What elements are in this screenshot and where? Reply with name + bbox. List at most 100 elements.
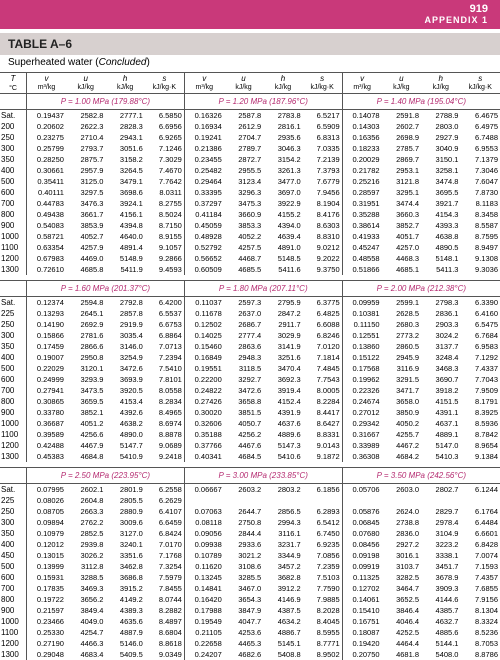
temp-label: 1100 bbox=[0, 242, 27, 253]
temp-label: 900 bbox=[0, 407, 27, 418]
data-cell: 0.51866 bbox=[342, 264, 381, 275]
data-cell: 3285.5 bbox=[224, 572, 263, 583]
data-cell: 4635.6 bbox=[105, 616, 144, 627]
data-cell: 2802.7 bbox=[421, 484, 460, 496]
col-sym: u bbox=[66, 73, 105, 85]
data-cell: 3016.1 bbox=[382, 550, 421, 561]
data-cell: 3150.1 bbox=[421, 154, 460, 165]
data-cell: 6.9235 bbox=[303, 539, 342, 550]
data-cell: 0.13860 bbox=[342, 341, 381, 352]
data-cell: 6.5412 bbox=[303, 517, 342, 528]
data-cell: 4465.3 bbox=[224, 638, 263, 649]
data-cell: 0.27426 bbox=[184, 396, 223, 407]
col-unit: m³/kg bbox=[342, 84, 381, 94]
data-cell: 7.1593 bbox=[460, 561, 500, 572]
data-cell: 5411.3 bbox=[421, 264, 460, 275]
data-cell: 0.35288 bbox=[342, 209, 381, 220]
data-cell: 4394.8 bbox=[105, 220, 144, 231]
temp-label: 250 bbox=[0, 506, 27, 517]
data-cell: 3123.4 bbox=[224, 176, 263, 187]
data-cell: 7.0074 bbox=[460, 550, 500, 561]
data-cell: 8.6974 bbox=[145, 418, 184, 429]
data-cell: 3223.2 bbox=[421, 539, 460, 550]
data-cell: 2836.0 bbox=[382, 528, 421, 539]
data-cell: 0.24207 bbox=[184, 649, 223, 660]
data-cell: 2933.6 bbox=[224, 539, 263, 550]
data-cell: 4393.3 bbox=[421, 220, 460, 231]
data-cell: 3852.1 bbox=[66, 407, 105, 418]
data-cell: 0.14303 bbox=[342, 121, 381, 132]
col-unit: kJ/kg bbox=[224, 84, 263, 94]
data-cell: 2801.9 bbox=[105, 484, 144, 496]
data-cell: 4051.2 bbox=[66, 418, 105, 429]
data-cell: 4885.6 bbox=[421, 627, 460, 638]
data-cell: 0.07680 bbox=[342, 528, 381, 539]
temp-label: 800 bbox=[0, 209, 27, 220]
data-cell: 3851.5 bbox=[224, 407, 263, 418]
data-cell: 3846.4 bbox=[382, 605, 421, 616]
data-cell: 8.0558 bbox=[145, 385, 184, 396]
data-cell: 2597.3 bbox=[224, 297, 263, 309]
data-cell: 9.2866 bbox=[145, 253, 184, 264]
data-cell: 4389.3 bbox=[105, 605, 144, 616]
data-cell: 6.8246 bbox=[303, 330, 342, 341]
temp-label: 225 bbox=[0, 308, 27, 319]
data-cell: 3468.3 bbox=[421, 363, 460, 374]
data-cell: 9.1384 bbox=[460, 451, 500, 462]
data-cell: 8.2284 bbox=[303, 396, 342, 407]
data-cell: 2644.7 bbox=[224, 506, 263, 517]
data-cell: 8.0311 bbox=[145, 187, 184, 198]
data-cell: 7.5979 bbox=[145, 572, 184, 583]
data-cell: 3659.5 bbox=[66, 396, 105, 407]
data-cell: 2795.9 bbox=[263, 297, 302, 309]
data-cell: 3112.8 bbox=[66, 561, 105, 572]
data-cell: 4887.9 bbox=[105, 627, 144, 638]
data-cell: 0.25799 bbox=[27, 143, 66, 154]
data-cell: 3660.9 bbox=[224, 209, 263, 220]
data-cell: 9.2418 bbox=[145, 451, 184, 462]
data-cell: 3104.9 bbox=[421, 528, 460, 539]
data-cell: 4256.2 bbox=[224, 429, 263, 440]
data-cell: 4889.6 bbox=[263, 429, 302, 440]
data-cell: 0.16849 bbox=[184, 352, 223, 363]
data-cell: 7.5103 bbox=[303, 572, 342, 583]
data-cell: 0.07063 bbox=[184, 506, 223, 517]
data-cell: 6.9553 bbox=[460, 143, 500, 154]
data-cell: 3473.5 bbox=[66, 385, 105, 396]
col-unit: kJ/kg·K bbox=[303, 84, 342, 94]
data-cell: 3682.8 bbox=[263, 572, 302, 583]
data-cell: 4890.0 bbox=[105, 429, 144, 440]
data-cell: 3240.1 bbox=[105, 539, 144, 550]
data-cell: 0.18233 bbox=[342, 143, 381, 154]
data-cell: 4681.8 bbox=[382, 649, 421, 660]
data-cell: 3051.6 bbox=[105, 143, 144, 154]
data-cell: 2792.8 bbox=[105, 297, 144, 309]
data-cell: 2945.9 bbox=[382, 352, 421, 363]
data-cell: 4466.3 bbox=[66, 638, 105, 649]
data-cell: 5408.8 bbox=[263, 649, 302, 660]
temp-label: 225 bbox=[0, 495, 27, 506]
data-cell: 0.16934 bbox=[184, 121, 223, 132]
data-cell: 2939.8 bbox=[66, 539, 105, 550]
data-cell: 4685.8 bbox=[66, 264, 105, 275]
data-cell: 3661.7 bbox=[66, 209, 105, 220]
data-cell: 8.2882 bbox=[145, 605, 184, 616]
data-cell: 0.13293 bbox=[27, 308, 66, 319]
data-cell: 4257.0 bbox=[382, 242, 421, 253]
data-cell: 2602.7 bbox=[382, 121, 421, 132]
data-cell: 8.5236 bbox=[460, 627, 500, 638]
data-cell: 2919.9 bbox=[105, 319, 144, 330]
data-cell: 4682.6 bbox=[224, 649, 263, 660]
col-sym: h bbox=[263, 73, 302, 85]
data-cell: 5408.0 bbox=[421, 649, 460, 660]
col-unit: m³/kg bbox=[184, 84, 223, 94]
data-cell: 2599.1 bbox=[382, 297, 421, 309]
data-cell: 0.16326 bbox=[184, 110, 223, 122]
col-unit: kJ/kg bbox=[105, 84, 144, 94]
data-cell: 3158.2 bbox=[105, 154, 144, 165]
pressure-header: P = 1.00 MPa (179.88°C) bbox=[27, 94, 185, 110]
data-cell: 3258.1 bbox=[421, 165, 460, 176]
data-cell: 0.08456 bbox=[342, 539, 381, 550]
data-cell bbox=[224, 495, 263, 506]
temp-label: 1000 bbox=[0, 616, 27, 627]
